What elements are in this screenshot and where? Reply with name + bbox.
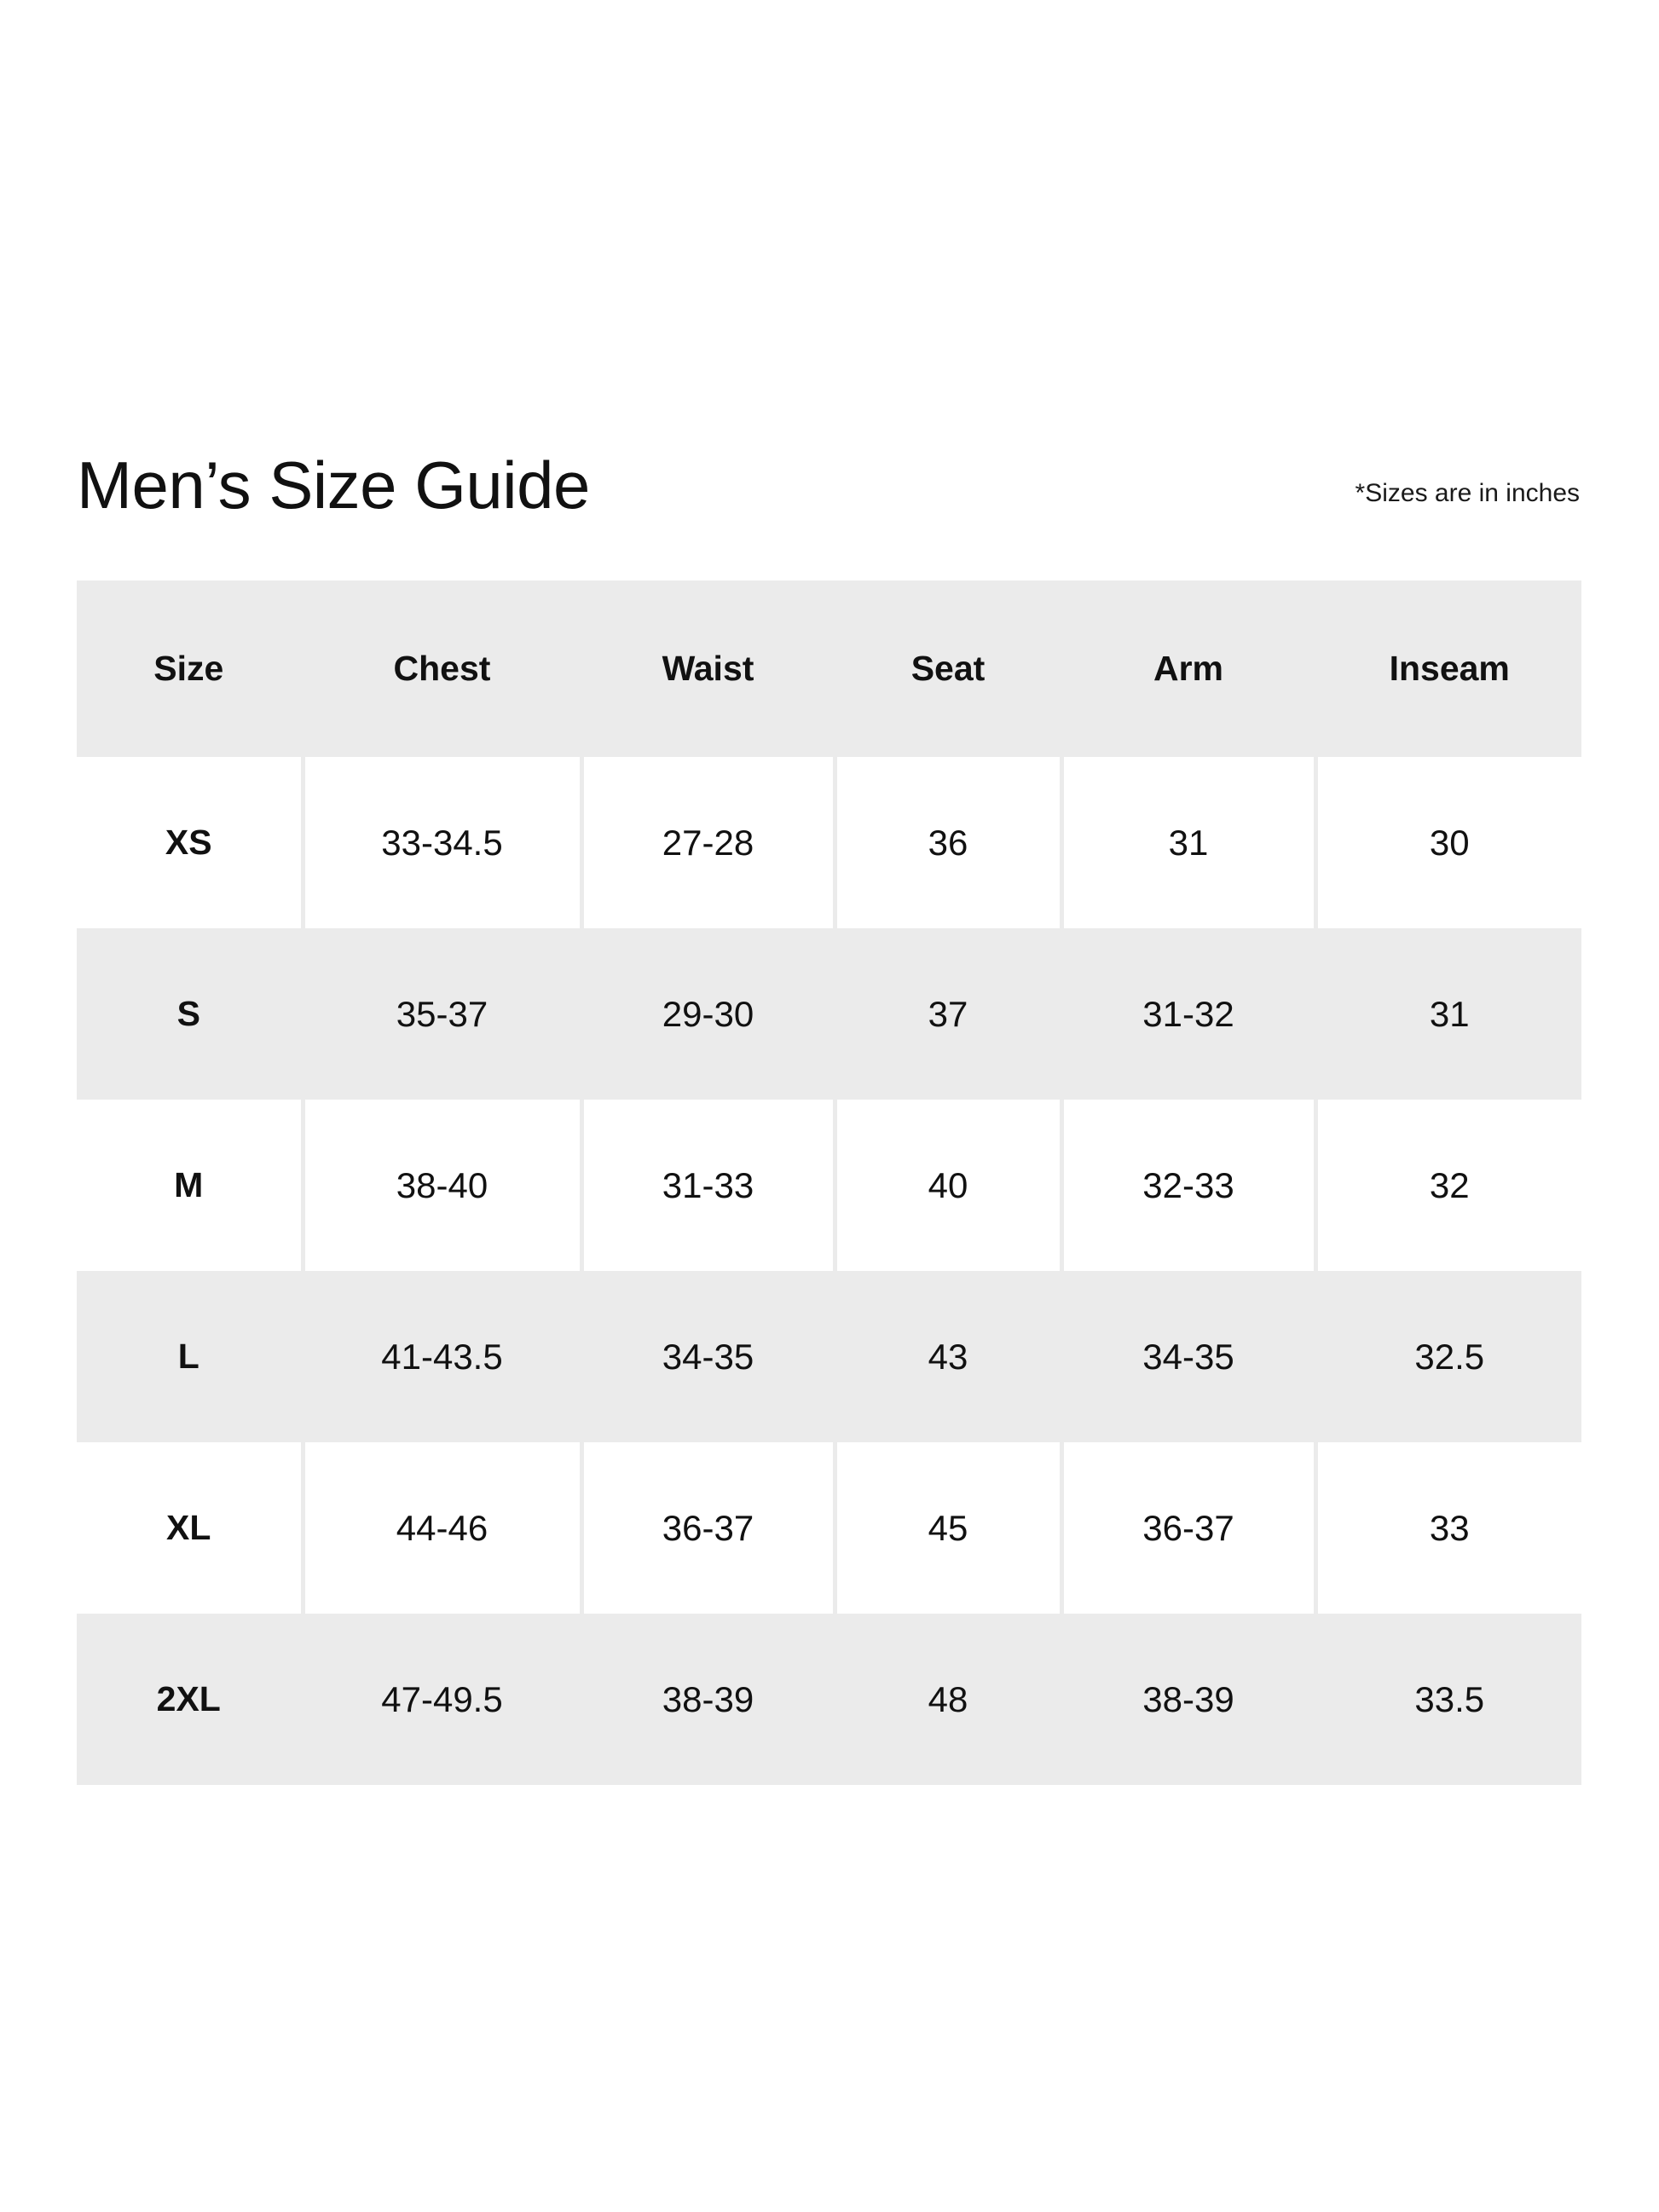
cell-size: S bbox=[77, 928, 303, 1100]
cell-chest: 35-37 bbox=[303, 928, 581, 1100]
column-header-arm: Arm bbox=[1061, 580, 1315, 757]
cell-chest: 44-46 bbox=[300, 1442, 581, 1614]
cell-arm: 36-37 bbox=[1059, 1442, 1315, 1614]
table-row: XL 44-46 36-37 45 36-37 33 bbox=[77, 1442, 1581, 1614]
cell-arm: 38-39 bbox=[1061, 1614, 1315, 1785]
table-row: L 41-43.5 34-35 43 34-35 32.5 bbox=[77, 1271, 1581, 1442]
cell-size: M bbox=[77, 1100, 303, 1271]
page-header: Men’s Size Guide *Sizes are in inches bbox=[77, 409, 1581, 520]
column-header-inseam: Inseam bbox=[1315, 580, 1581, 757]
cell-waist: 29-30 bbox=[581, 928, 835, 1100]
cell-seat: 40 bbox=[832, 1100, 1061, 1271]
cell-chest: 33-34.5 bbox=[300, 757, 581, 928]
cell-waist: 31-33 bbox=[579, 1100, 835, 1271]
cell-size: XL bbox=[77, 1442, 303, 1614]
table-header: Size Chest Waist Seat Arm Inseam bbox=[77, 580, 1581, 757]
page-title: Men’s Size Guide bbox=[77, 448, 590, 523]
cell-inseam: 31 bbox=[1315, 928, 1581, 1100]
column-header-seat: Seat bbox=[835, 580, 1061, 757]
table-body: XS 33-34.5 27-28 36 31 30 S 35-37 29-30 … bbox=[77, 757, 1581, 1785]
cell-arm: 31-32 bbox=[1061, 928, 1315, 1100]
cell-seat: 36 bbox=[832, 757, 1061, 928]
cell-seat: 37 bbox=[835, 928, 1061, 1100]
units-note: *Sizes are in inches bbox=[1355, 479, 1580, 507]
cell-waist: 38-39 bbox=[581, 1614, 835, 1785]
table-row: S 35-37 29-30 37 31-32 31 bbox=[77, 928, 1581, 1100]
cell-inseam: 33 bbox=[1313, 1442, 1581, 1614]
cell-size: 2XL bbox=[77, 1614, 303, 1785]
cell-inseam: 32 bbox=[1313, 1100, 1581, 1271]
column-header-waist: Waist bbox=[581, 580, 835, 757]
cell-arm: 31 bbox=[1059, 757, 1315, 928]
cell-waist: 36-37 bbox=[579, 1442, 835, 1614]
table-header-row: Size Chest Waist Seat Arm Inseam bbox=[77, 580, 1581, 757]
cell-inseam: 30 bbox=[1313, 757, 1581, 928]
column-header-size: Size bbox=[77, 580, 303, 757]
cell-size: L bbox=[77, 1271, 303, 1442]
cell-waist: 27-28 bbox=[579, 757, 835, 928]
cell-arm: 34-35 bbox=[1061, 1271, 1315, 1442]
size-chart-table: Size Chest Waist Seat Arm Inseam XS 33-3… bbox=[77, 580, 1581, 1785]
cell-seat: 43 bbox=[835, 1271, 1061, 1442]
cell-size: XS bbox=[77, 757, 303, 928]
cell-chest: 41-43.5 bbox=[303, 1271, 581, 1442]
table-row: XS 33-34.5 27-28 36 31 30 bbox=[77, 757, 1581, 928]
cell-seat: 48 bbox=[835, 1614, 1061, 1785]
table-row: M 38-40 31-33 40 32-33 32 bbox=[77, 1100, 1581, 1271]
cell-chest: 47-49.5 bbox=[303, 1614, 581, 1785]
cell-seat: 45 bbox=[832, 1442, 1061, 1614]
cell-inseam: 32.5 bbox=[1315, 1271, 1581, 1442]
cell-inseam: 33.5 bbox=[1315, 1614, 1581, 1785]
cell-arm: 32-33 bbox=[1059, 1100, 1315, 1271]
table-row: 2XL 47-49.5 38-39 48 38-39 33.5 bbox=[77, 1614, 1581, 1785]
cell-waist: 34-35 bbox=[581, 1271, 835, 1442]
column-header-chest: Chest bbox=[303, 580, 581, 757]
cell-chest: 38-40 bbox=[300, 1100, 581, 1271]
